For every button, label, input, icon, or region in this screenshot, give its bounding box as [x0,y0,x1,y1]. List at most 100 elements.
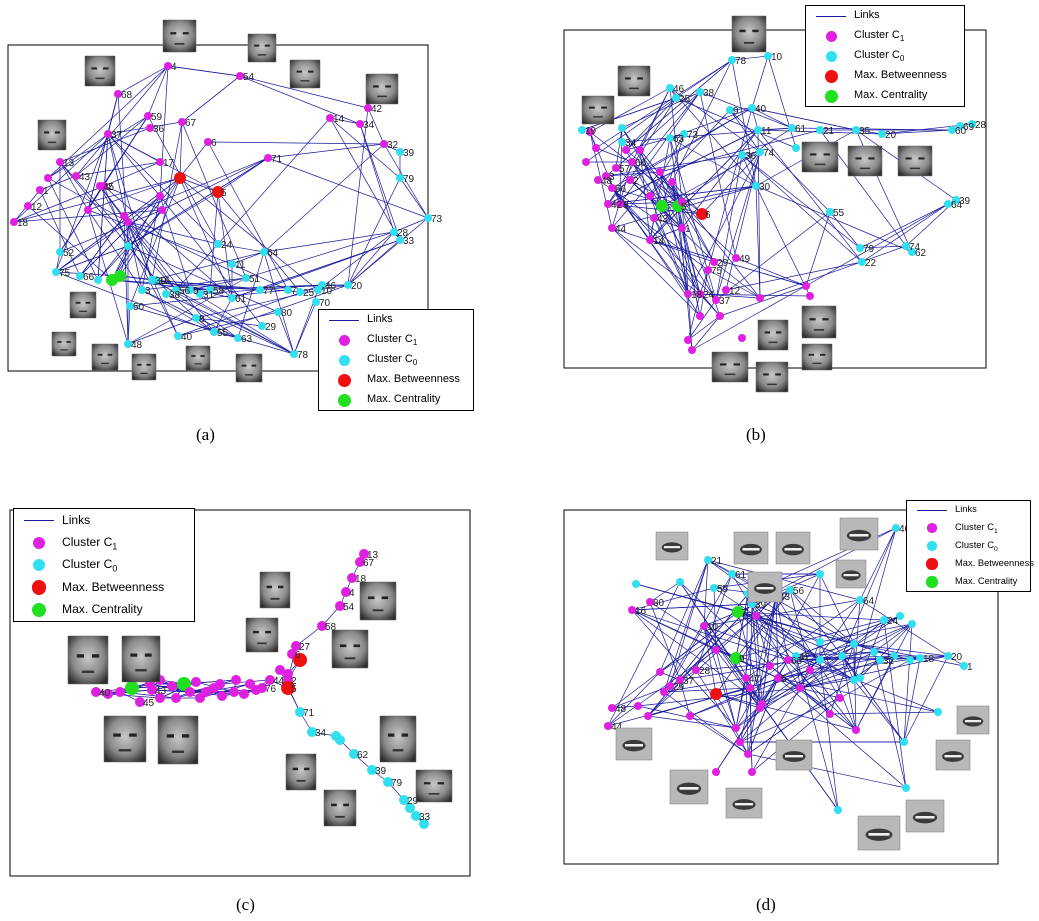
cluster-c0-node [856,244,864,252]
graph-link [585,97,677,163]
graph-link [735,593,749,659]
cluster-c1-node [364,104,372,112]
graph-link [167,65,241,77]
face-thumbnail [245,617,279,653]
cluster-c0-node [826,208,834,216]
graph-link [759,245,907,299]
graph-link [659,559,709,673]
legend-label: Max. Betweenness [854,69,947,81]
graph-link [853,527,897,681]
graph-link [179,177,219,193]
cluster-c0-node [952,196,960,204]
face-thumbnail [91,343,119,371]
legend-label: Cluster C0 [62,557,118,574]
node-label: 63 [673,134,685,145]
graph-link [703,625,717,651]
node-label: 46 [673,84,685,95]
cluster-c1-node [347,573,357,583]
graph-link [75,161,161,177]
axes-frame [7,44,429,372]
graph-link [729,109,761,153]
cluster-c1-swatch [32,536,46,549]
cluster-c1-node [710,258,718,266]
node-label: 59 [151,112,163,123]
node-label: 16 [635,606,647,617]
cluster-c1-node [341,587,351,597]
graph-link [317,284,349,291]
graph-link [707,559,861,601]
graph-link [679,665,771,681]
graph-link [103,161,161,187]
graph-link [589,131,683,203]
node-label: 64 [951,200,963,211]
cluster-c0-node [396,174,404,182]
mouth-thumbnail [857,815,901,851]
cluster-c1-node [103,689,113,699]
legend-b: Links Cluster C1 Cluster C0 Max. Betweennes… [805,5,965,107]
graph-link [853,599,861,681]
cluster-c1-node [736,738,744,746]
cluster-c0-node [850,676,858,684]
graph-link [819,643,855,661]
graph-link [663,691,749,755]
legend-label: Max. Centrality [62,602,143,617]
legend-label: Links [854,9,880,21]
graph-link [795,655,939,713]
node-label: 18 [923,654,935,665]
graph-link [611,161,633,229]
graph-link [217,243,265,253]
mouth-thumbnail [905,799,945,833]
cluster-c1-node [144,112,152,120]
graph-link [829,643,855,715]
graph-link [747,595,777,755]
graph-link [263,231,395,253]
cluster-c1-node [696,290,704,298]
cluster-c0-node [944,652,952,660]
node-label: 44 [615,224,627,235]
graph-link [161,157,269,211]
node-label: 3 [145,286,151,297]
node-label: 9 [193,286,199,297]
legend-label: Cluster C1 [854,29,905,44]
cluster-c1-node [686,712,694,720]
graph-link [687,151,761,295]
graph-link [777,615,901,679]
graph-link [151,689,207,693]
graph-link [855,129,883,135]
face-thumbnail [331,629,369,669]
graph-link [777,623,913,679]
graph-link [151,279,211,291]
graph-link [607,129,759,205]
node-label: 6 [211,138,217,149]
cluster-c1-node [744,750,752,758]
graph-link [631,609,789,661]
graph-link [263,251,295,355]
face-thumbnail [801,141,839,173]
graph-link [653,217,701,295]
node-label: 71 [271,154,283,165]
graph-link [207,141,289,291]
graph-link [127,221,247,279]
cluster-c0-node [956,122,964,130]
graph-link [631,161,663,207]
cluster-c1-node [156,192,164,200]
graph-link [699,269,709,295]
graph-link [219,679,271,685]
cluster-c0-node [296,288,304,296]
cluster-c1-node [24,202,32,210]
graph-link [75,65,169,177]
cluster-c0-node [192,314,200,322]
graph-link [703,559,709,627]
cluster-c1-node [666,682,674,690]
graph-link [59,161,89,211]
graph-link [659,171,761,299]
node-label: 36 [153,124,165,135]
graph-link [213,331,239,339]
cluster-c1-node [326,114,334,122]
max-centrality-swatch [31,602,47,617]
graph-link [703,599,861,627]
cluster-c0-node [878,130,886,138]
graph-link [13,209,163,223]
node-label: 13 [367,550,379,561]
